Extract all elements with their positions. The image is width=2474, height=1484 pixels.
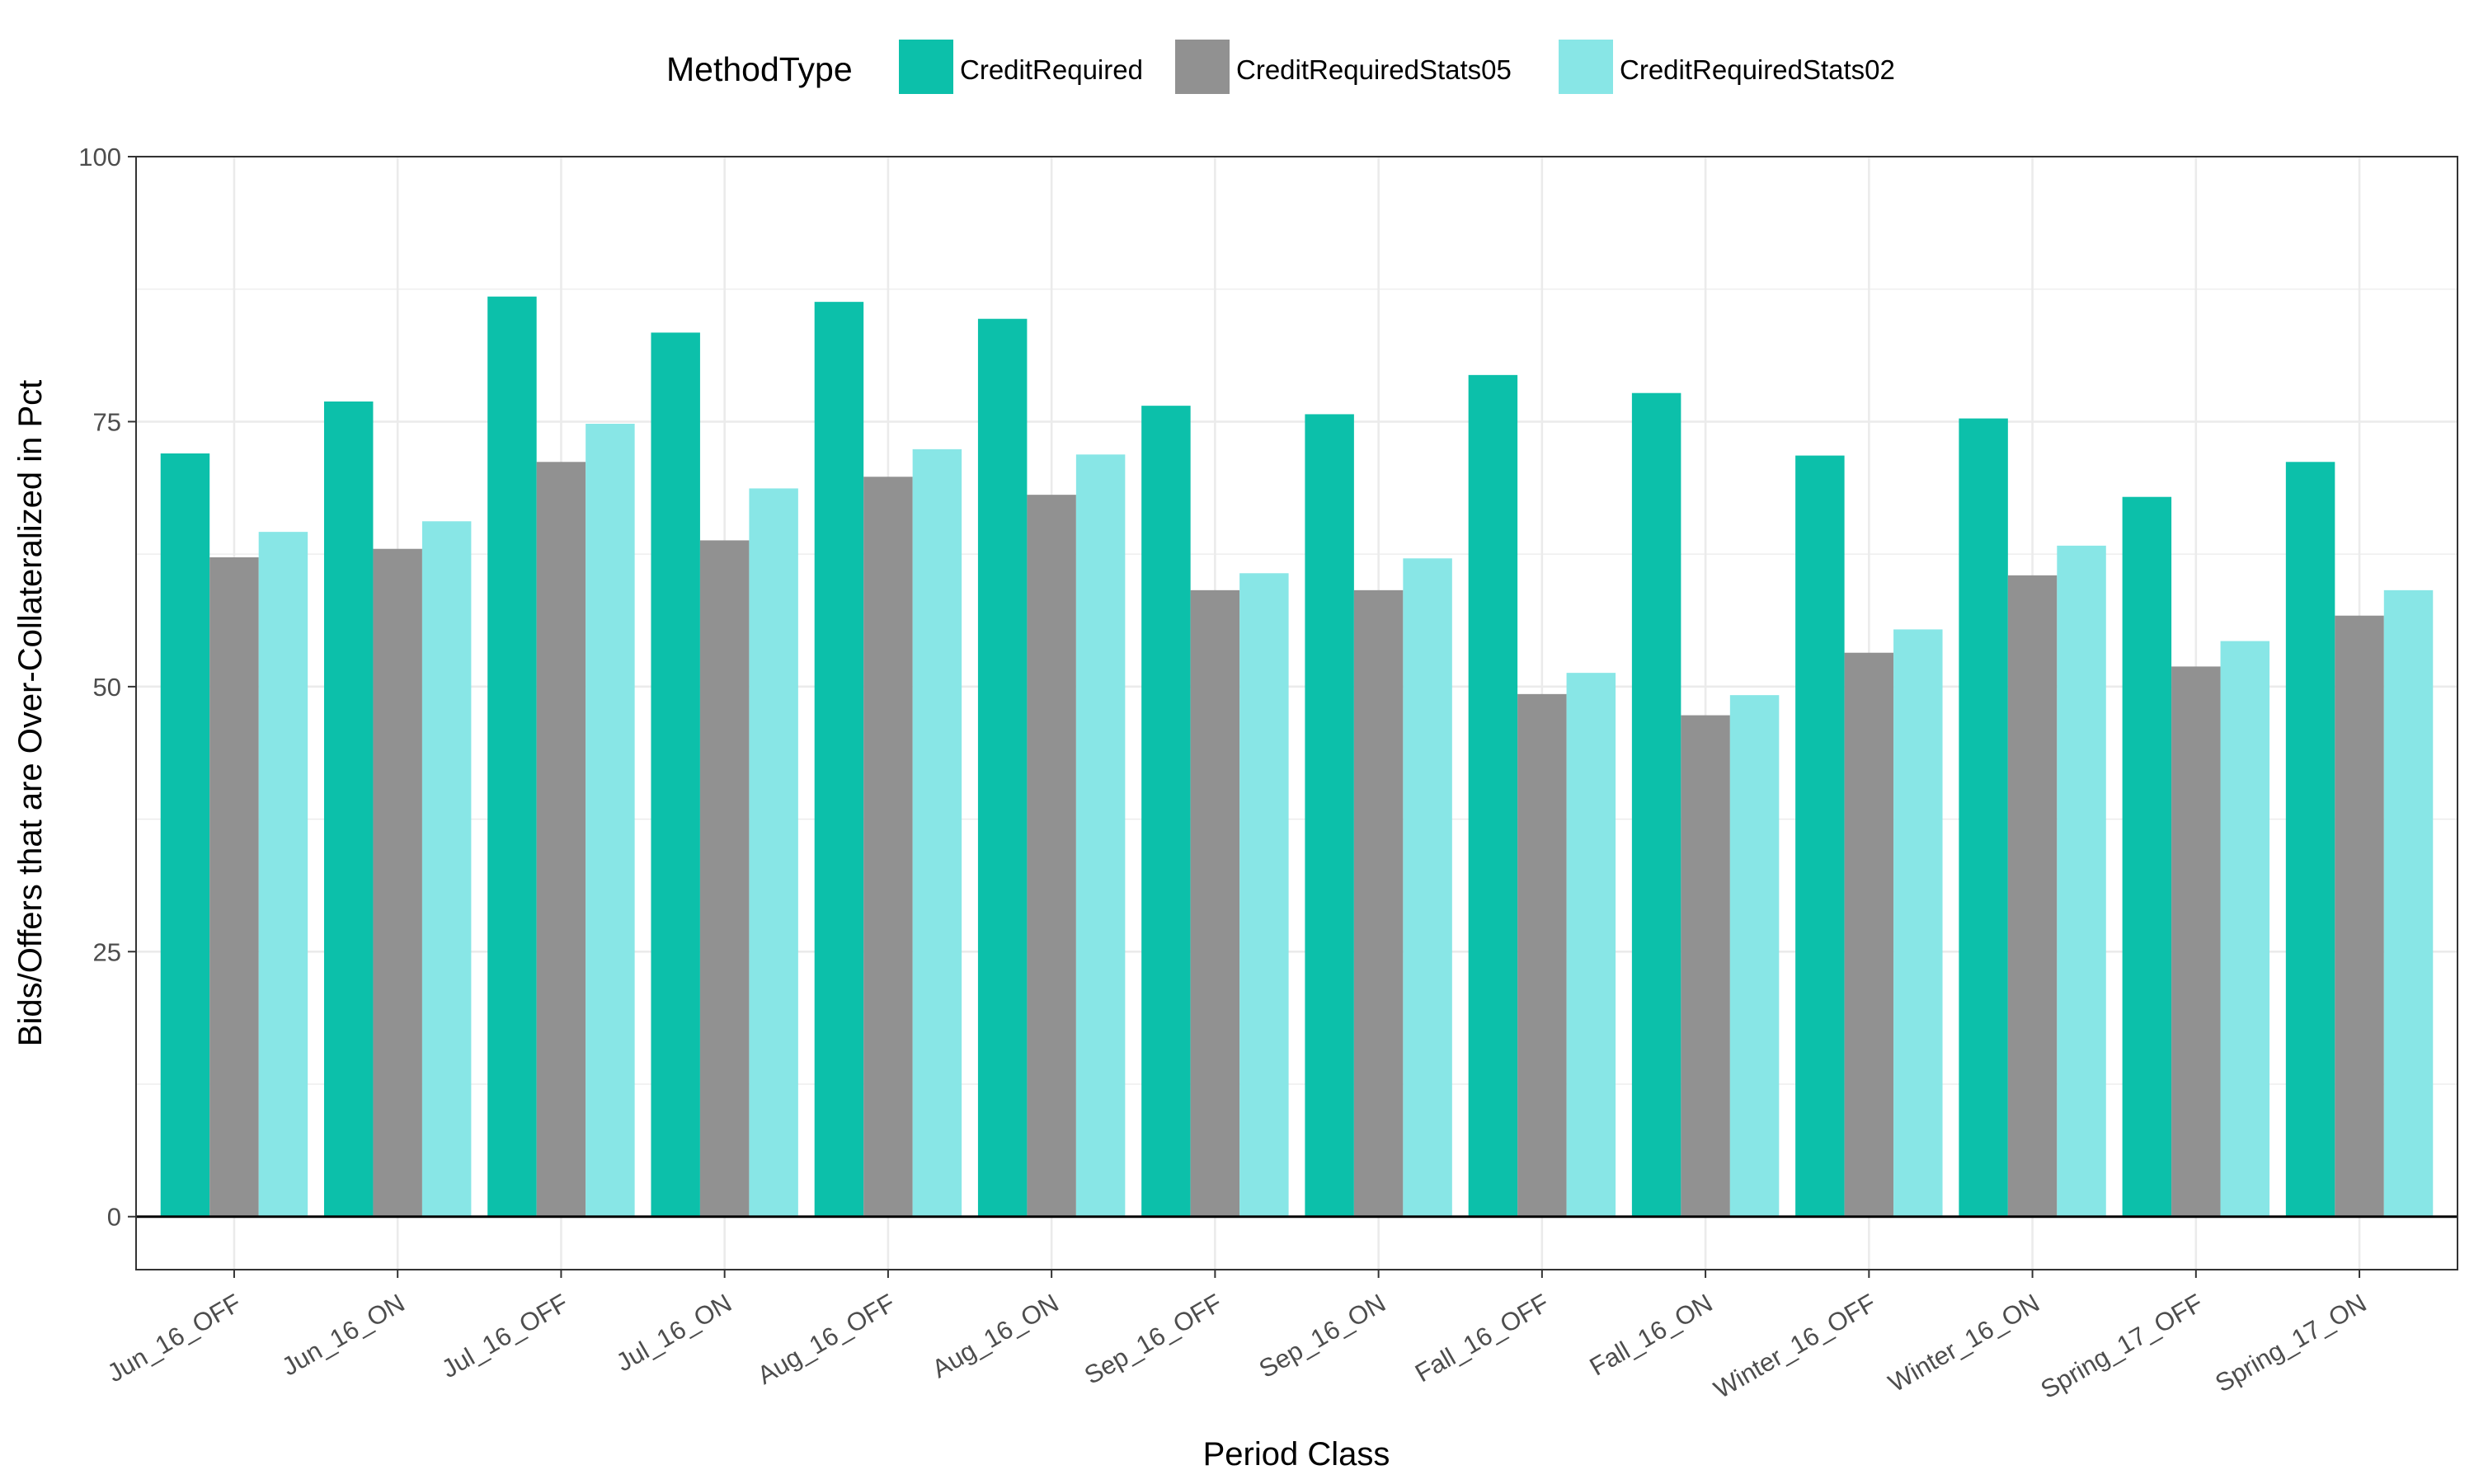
- y-axis: 0 25 50 75 100: [78, 143, 136, 1232]
- x-tick-label: Fall_16_OFF: [1410, 1289, 1554, 1388]
- y-tick-label: 100: [78, 143, 121, 171]
- bar: [863, 477, 913, 1217]
- bar: [1190, 589, 1240, 1217]
- bar: [487, 296, 537, 1217]
- bar: [1729, 695, 1780, 1217]
- legend-label: CreditRequiredStats05: [1236, 54, 1512, 85]
- bar: [651, 332, 700, 1217]
- bar: [2057, 545, 2106, 1217]
- legend: MethodType CreditRequired CreditRequiredS…: [666, 40, 1895, 94]
- bar: [323, 402, 374, 1217]
- x-tick-label: Jun_16_OFF: [102, 1289, 246, 1388]
- bar: [1353, 589, 1404, 1217]
- x-tick-label: Fall_16_ON: [1585, 1289, 1718, 1382]
- plot-panel: [136, 157, 2458, 1270]
- y-axis-title: Bids/Offers that are Over-Collateralized…: [12, 380, 49, 1046]
- bar: [1141, 406, 1191, 1217]
- bar: [1959, 418, 2008, 1217]
- x-axis: Jun_16_OFF Jun_16_ON Jul_16_OFF Jul_16_ON Au…: [102, 1270, 2371, 1404]
- bar: [814, 302, 864, 1217]
- x-tick-label: Aug_16_ON: [927, 1289, 1063, 1384]
- bar: [1239, 573, 1289, 1217]
- y-tick-label: 25: [93, 937, 121, 966]
- bar: [209, 557, 259, 1217]
- bar: [2122, 496, 2172, 1217]
- x-tick-label: Winter_16_ON: [1884, 1289, 2044, 1398]
- bar: [1517, 693, 1567, 1217]
- bar: [1631, 392, 1681, 1217]
- y-tick-label: 50: [93, 673, 121, 702]
- x-tick-label: Jul_16_ON: [611, 1289, 736, 1378]
- bar: [1027, 495, 1076, 1217]
- bar: [2220, 641, 2270, 1217]
- bar: [1305, 414, 1354, 1217]
- bar: [1468, 374, 1518, 1217]
- y-tick-label: 75: [93, 407, 121, 436]
- bar: [2007, 575, 2058, 1217]
- bar: [699, 540, 750, 1217]
- bar: [1893, 629, 1943, 1217]
- x-tick-label: Aug_16_OFF: [753, 1289, 901, 1390]
- bar: [1795, 455, 1845, 1217]
- bar: [1844, 652, 1894, 1217]
- bar: [1075, 454, 1126, 1217]
- x-tick-label: Jul_16_OFF: [437, 1289, 573, 1384]
- bar: [2171, 666, 2221, 1217]
- bar: [977, 318, 1028, 1217]
- bars: [160, 296, 2434, 1217]
- x-axis-title: Period Class: [1203, 1436, 1390, 1472]
- bar: [373, 548, 422, 1217]
- legend-label: CreditRequired: [960, 54, 1143, 85]
- legend-title: MethodType: [666, 50, 853, 88]
- x-tick-label: Jun_16_ON: [277, 1289, 410, 1382]
- legend-label: CreditRequiredStats02: [1620, 54, 1895, 85]
- bar: [586, 424, 635, 1217]
- bar: [160, 453, 210, 1217]
- bar: [2383, 589, 2434, 1217]
- x-tick-label: Winter_16_OFF: [1709, 1289, 1880, 1405]
- bar: [421, 521, 472, 1217]
- bar: [2285, 462, 2335, 1217]
- x-tick-label: Sep_16_ON: [1254, 1289, 1390, 1384]
- bar: [1681, 715, 1730, 1217]
- bar: [749, 488, 798, 1217]
- bar: [258, 532, 308, 1217]
- x-tick-label: Spring_17_OFF: [2036, 1289, 2208, 1405]
- bar: [536, 462, 586, 1217]
- legend-key: [899, 40, 953, 94]
- legend-key: [1559, 40, 1613, 94]
- bar: [2335, 615, 2384, 1217]
- legend-key: [1175, 40, 1230, 94]
- bar: [1403, 558, 1452, 1217]
- bar: [1566, 673, 1616, 1217]
- x-tick-label: Spring_17_ON: [2210, 1289, 2371, 1398]
- x-tick-label: Sep_16_OFF: [1079, 1289, 1227, 1390]
- plot-border: [135, 156, 2458, 1270]
- bar: [912, 448, 962, 1217]
- y-tick-label: 0: [107, 1203, 121, 1232]
